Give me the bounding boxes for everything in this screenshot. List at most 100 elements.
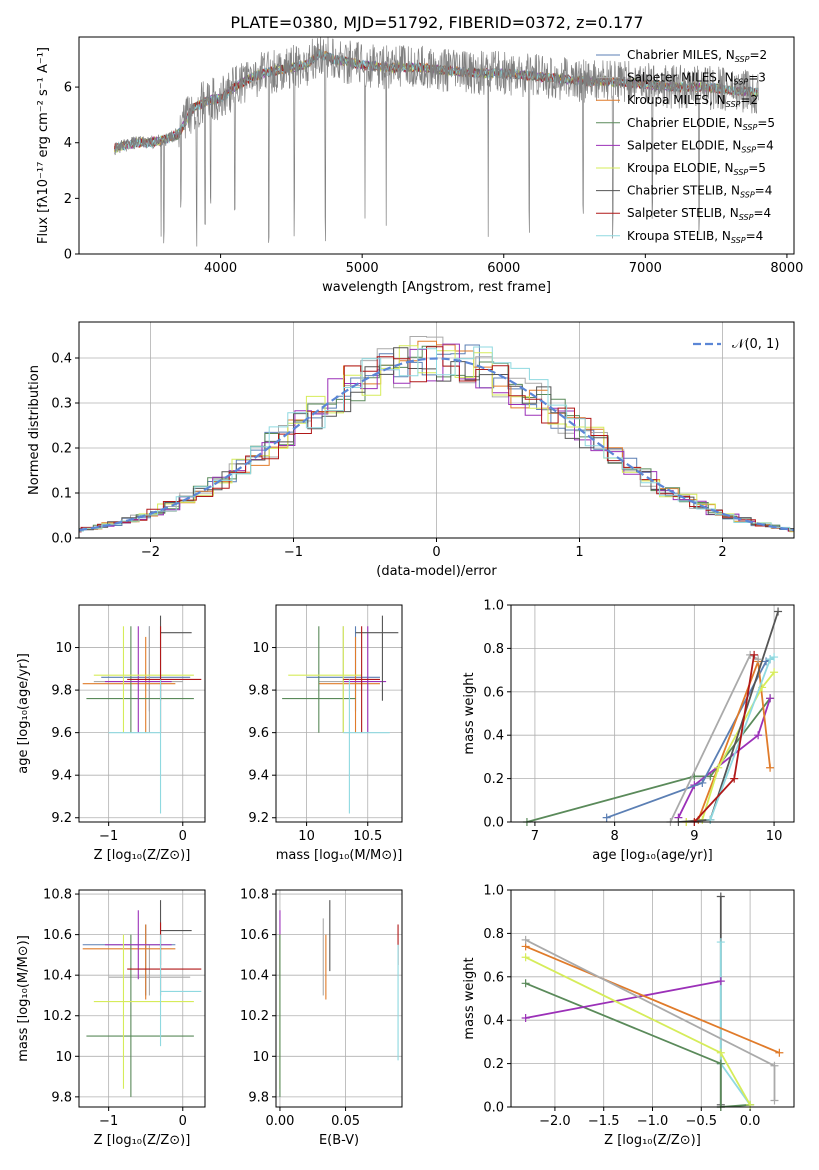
weight-series-line xyxy=(525,980,721,1019)
legend-entry: Kroupa STELIB, NSSP=4 xyxy=(627,229,763,245)
weight-series-line xyxy=(686,661,771,822)
legend-entry: Chabrier STELIB, NSSP=4 xyxy=(627,184,772,200)
panel-age-weight: 7 8 9 10 0.0 0.2 0.4 0.6 0.8 1.0 age [log₁₀(age/yr… xyxy=(462,599,795,863)
y-tick-label: 0.0 xyxy=(483,1101,504,1116)
panel-mass-age: 10 10.5 9.2 9.4 9.6 9.8 10 mass [log₁₀(M/M⊙)] xyxy=(248,604,403,863)
x-axis-label: Z [log₁₀(Z/Z⊙)] xyxy=(604,1133,701,1148)
y-tick-label: 9.2 xyxy=(248,811,269,826)
legend-entry: Salpeter STELIB, NSSP=4 xyxy=(627,206,771,222)
weight-series-line xyxy=(693,654,755,822)
weight-marker xyxy=(521,953,530,962)
x-tick-label: 10.5 xyxy=(353,829,382,844)
x-axis-label: Z [log₁₀(Z/Z⊙)] xyxy=(94,1133,191,1148)
axes-frame xyxy=(275,889,403,1108)
x-tick-label: 8 xyxy=(610,829,618,844)
x-tick-label: 1 xyxy=(575,545,583,560)
weight-marker xyxy=(766,763,775,772)
weight-marker xyxy=(770,653,779,662)
x-tick-label: 0 xyxy=(179,1114,187,1129)
panel-spectrum: 4000 5000 6000 7000 8000 0 2 4 6 wavelength [Angs… xyxy=(36,36,803,295)
x-tick-label: 4000 xyxy=(204,261,237,276)
x-tick-label: −1 xyxy=(284,545,303,560)
weight-marker xyxy=(706,815,715,824)
weight-series-line xyxy=(525,956,751,1106)
x-tick-label: −0.5 xyxy=(686,1114,718,1129)
y-tick-label: 10.4 xyxy=(240,969,269,984)
x-tick-label: 0 xyxy=(179,829,187,844)
panel-residuals: −2 −1 0 1 2 0.0 0.1 0.2 0.3 0.4 (data-model)/error… xyxy=(27,321,795,579)
y-axis-label: Normed distribution xyxy=(27,365,42,495)
x-tick-label: 0 xyxy=(432,545,440,560)
y-tick-label: 10.6 xyxy=(240,928,269,943)
x-tick-label: 9 xyxy=(690,829,698,844)
y-tick-label: 10.8 xyxy=(43,888,72,903)
x-tick-label: 10 xyxy=(766,829,783,844)
y-tick-label: 0.4 xyxy=(483,1014,504,1029)
weight-series-line xyxy=(669,653,759,822)
y-tick-label: 10.2 xyxy=(240,1009,269,1024)
weight-marker xyxy=(521,935,530,944)
y-tick-label: 9.6 xyxy=(51,726,72,741)
x-tick-label: 10 xyxy=(298,829,315,844)
x-tick-label: 8000 xyxy=(770,261,803,276)
weight-marker xyxy=(754,731,763,740)
y-tick-label: 6 xyxy=(64,81,72,96)
weight-marker xyxy=(770,1096,779,1105)
x-tick-label: 0.00 xyxy=(265,1114,294,1129)
y-tick-label: 9.4 xyxy=(248,769,269,784)
weight-marker xyxy=(698,778,707,787)
x-tick-label: −1.5 xyxy=(588,1114,620,1129)
x-tick-label: 0.05 xyxy=(331,1114,360,1129)
x-axis-label: Z [log₁₀(Z/Z⊙)] xyxy=(94,848,191,863)
weight-marker xyxy=(774,607,783,616)
x-axis-label: age [log₁₀(age/yr)] xyxy=(592,848,713,863)
y-tick-label: 10.8 xyxy=(240,888,269,903)
x-axis-label: mass [log₁₀(M/M⊙)] xyxy=(276,848,403,863)
y-tick-label: 10 xyxy=(252,1050,269,1065)
y-tick-label: 9.8 xyxy=(248,1090,269,1105)
residual-histogram xyxy=(79,346,794,532)
axes-frame xyxy=(510,604,795,823)
legend-entry: Chabrier ELODIE, NSSP=5 xyxy=(627,116,775,132)
axes-frame xyxy=(78,321,795,539)
y-tick-label: 0.0 xyxy=(483,816,504,831)
legend-entry: 𝒩(0, 1) xyxy=(732,337,779,352)
x-tick-label: −2 xyxy=(141,545,160,560)
y-tick-label: 4 xyxy=(64,136,72,151)
y-tick-label: 9.4 xyxy=(51,769,72,784)
y-tick-label: 0.8 xyxy=(483,927,504,942)
legend-entry: Kroupa MILES, NSSP=2 xyxy=(627,93,758,109)
weight-marker xyxy=(714,763,723,772)
y-tick-label: 0.1 xyxy=(51,487,72,502)
y-tick-label: 10 xyxy=(55,641,72,656)
y-tick-label: 0.6 xyxy=(483,970,504,985)
panel-z-weight: −2.0 −1.5 −1.0 −0.5 0.0 0.0 0.2 0.4 0.6 0.8 1.0 Z [… xyxy=(462,884,795,1148)
weight-series-line xyxy=(678,611,779,822)
y-axis-label: Flux [fλ10⁻¹⁷ erg cm⁻² s⁻¹ A⁻¹] xyxy=(36,47,51,244)
normal-curve xyxy=(79,357,794,532)
x-tick-label: −1.0 xyxy=(637,1114,669,1129)
y-tick-label: 9.8 xyxy=(248,684,269,699)
y-tick-label: 0.6 xyxy=(483,685,504,700)
x-tick-label: 6000 xyxy=(487,261,520,276)
axes-frame xyxy=(78,36,795,255)
weight-marker xyxy=(770,668,779,677)
legend-entry: Kroupa ELODIE, NSSP=5 xyxy=(627,161,766,177)
y-axis-label: mass [log₁₀(M/M⊙)] xyxy=(16,935,31,1062)
residual-histogram xyxy=(79,345,794,533)
y-tick-label: 1.0 xyxy=(483,884,504,899)
weight-marker xyxy=(754,655,763,664)
y-tick-label: 10 xyxy=(55,1050,72,1065)
weight-marker xyxy=(775,1048,784,1057)
data-spectrum-line xyxy=(114,37,759,247)
weight-marker xyxy=(730,774,739,783)
x-tick-label: 7 xyxy=(531,829,539,844)
y-axis-label: mass weight xyxy=(462,672,477,754)
x-tick-label: 0.0 xyxy=(740,1114,761,1129)
legend-entry: Chabrier MILES, NSSP=2 xyxy=(627,48,767,64)
residual-histogram xyxy=(79,346,794,533)
x-tick-label: −2.0 xyxy=(539,1114,571,1129)
y-tick-label: 0.4 xyxy=(483,729,504,744)
y-tick-label: 10.4 xyxy=(43,969,72,984)
y-tick-label: 0 xyxy=(64,248,72,263)
